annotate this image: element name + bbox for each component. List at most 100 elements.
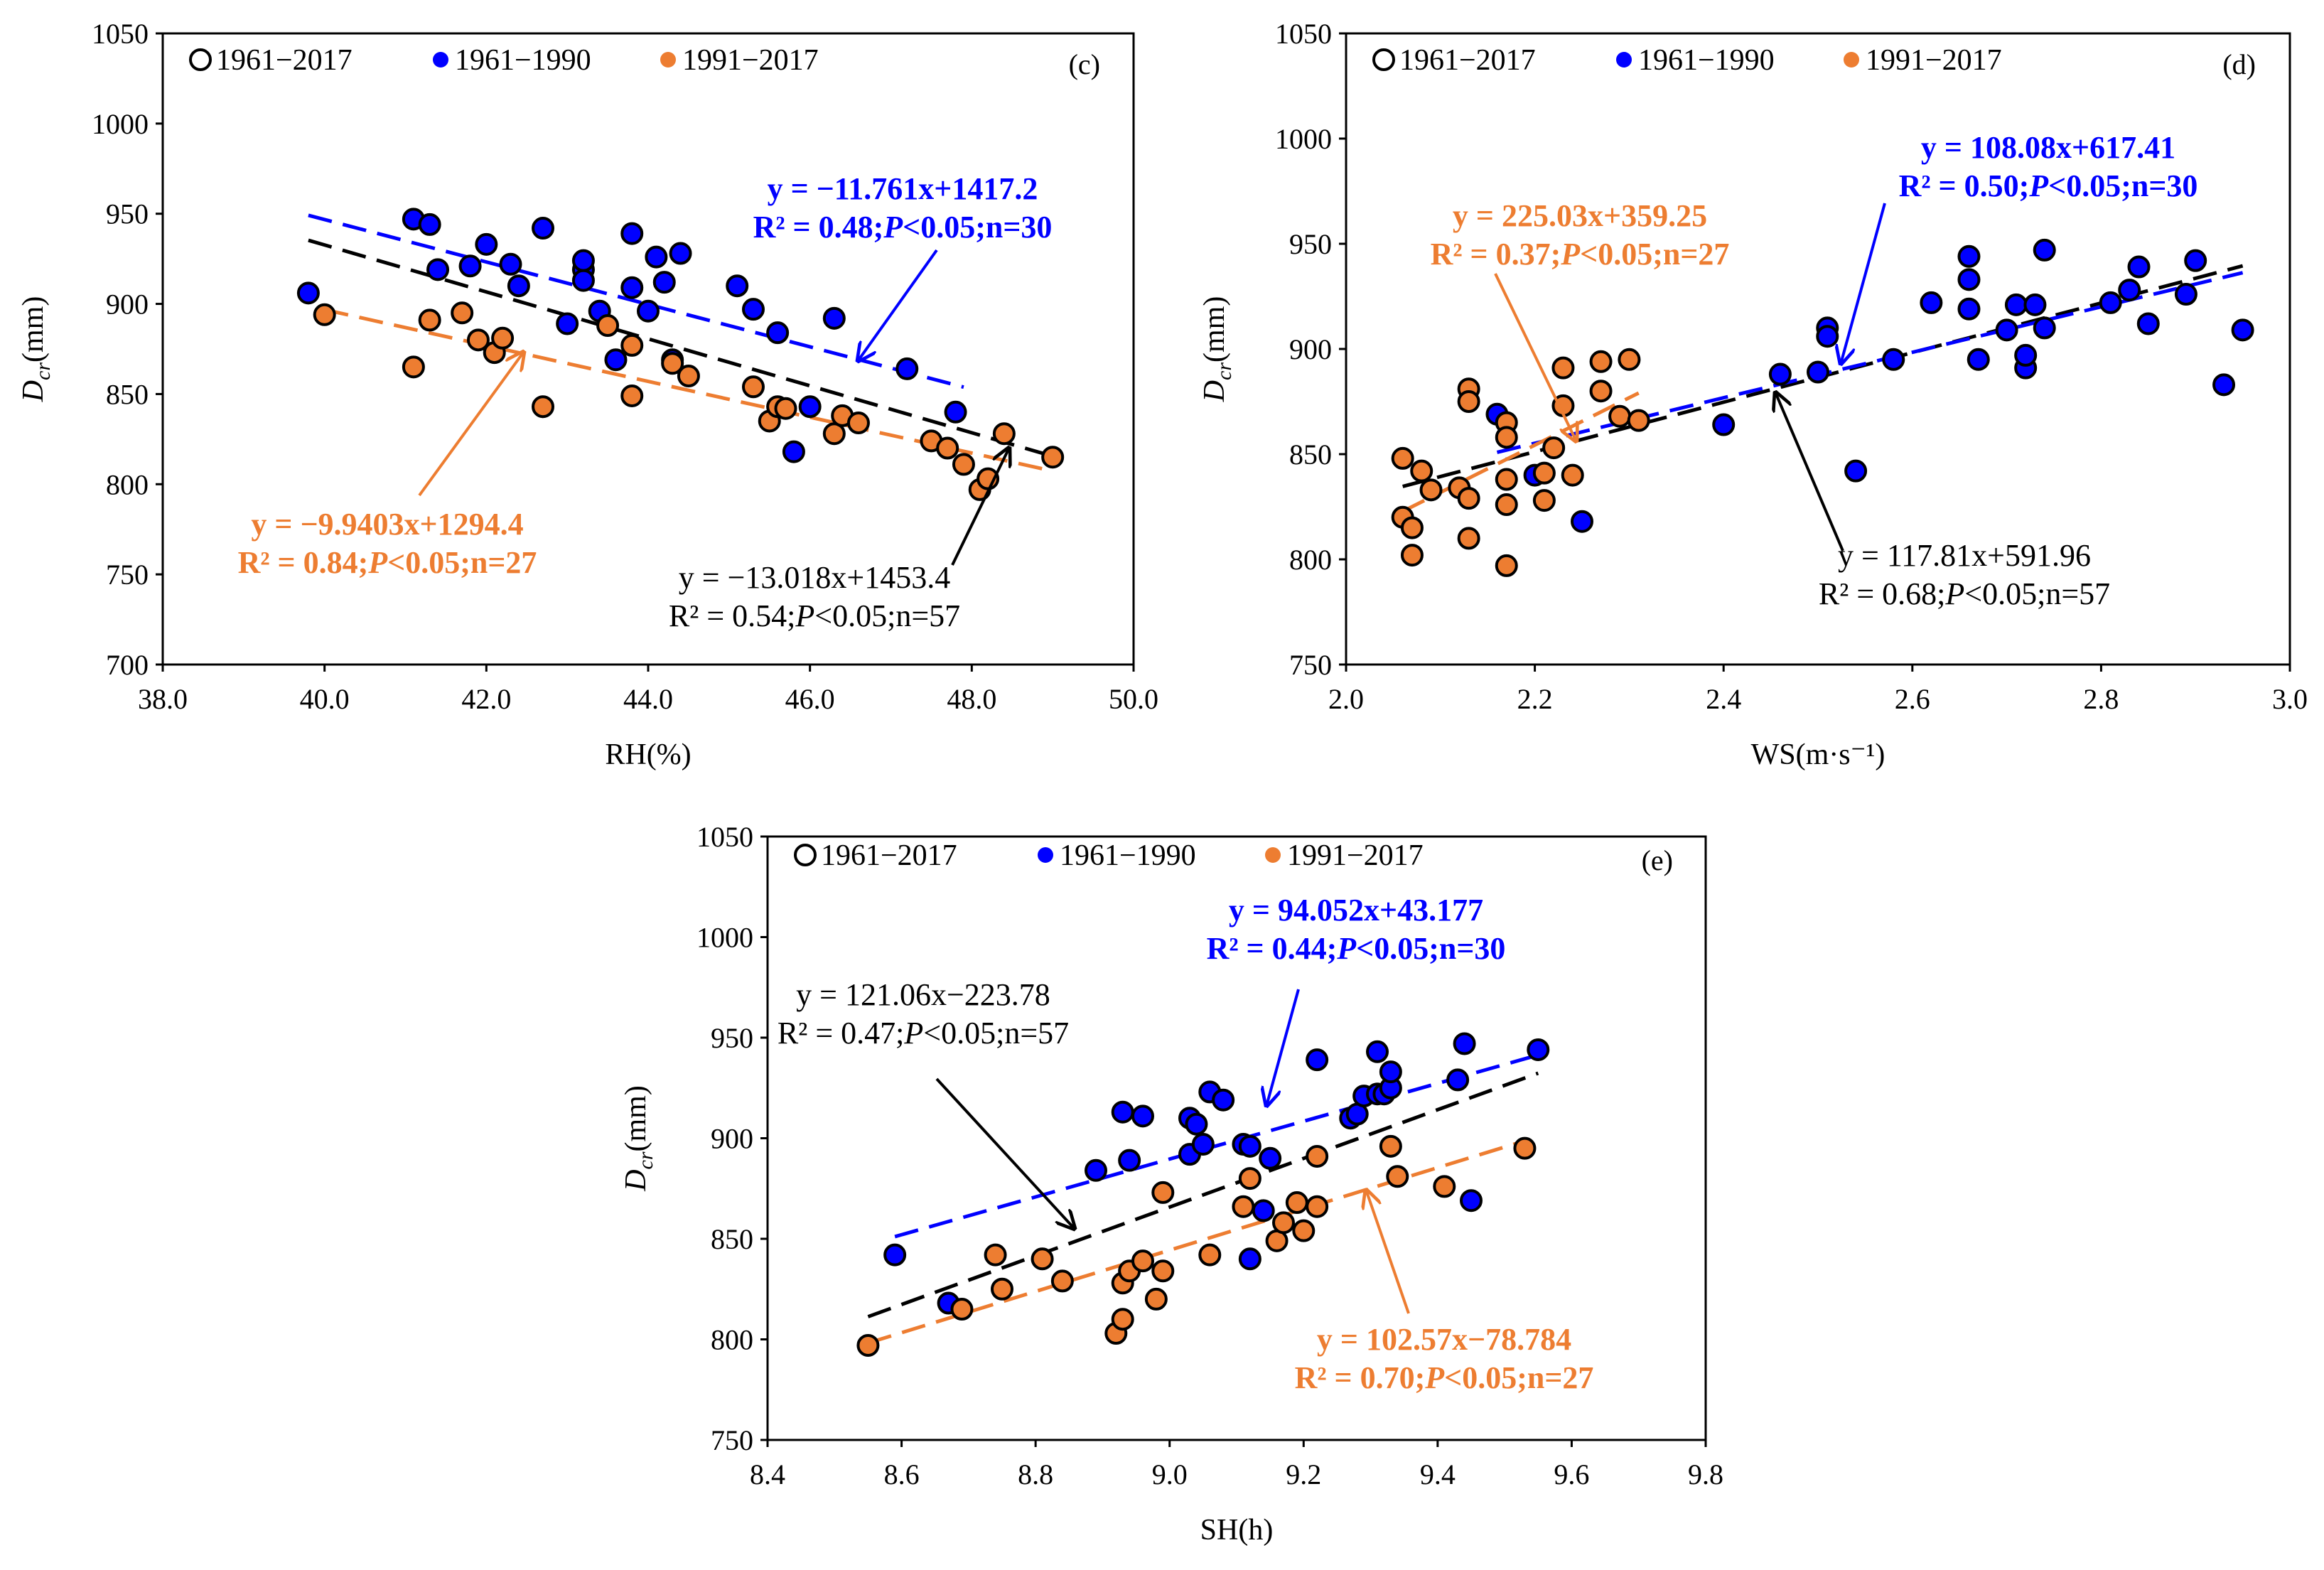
y-tick-label: 750 <box>711 1424 753 1456</box>
y-tick-label: 850 <box>1289 439 1332 471</box>
point-1991-2017 <box>1131 1249 1154 1273</box>
x-tick-label: 9.0 <box>1152 1458 1188 1490</box>
point-1961-1990 <box>2118 279 2141 302</box>
legend-label-p2: 1991−2017 <box>1287 839 1424 872</box>
y-tick-label: 750 <box>106 559 149 591</box>
point-1991-2017 <box>1232 1195 1255 1218</box>
x-tick-label: 44.0 <box>623 683 673 715</box>
annotation-arrow-p2 <box>1494 273 1576 441</box>
annotation-equation-p1: y = 94.052x+43.177 <box>1229 893 1483 928</box>
point-1991-2017 <box>1433 1175 1456 1198</box>
point-1961-1990 <box>2212 373 2236 397</box>
legend-label-all: 1961−2017 <box>1399 44 1536 77</box>
x-tick-label: 48.0 <box>947 683 996 715</box>
point-1991-2017 <box>1457 487 1480 510</box>
legend-label-all: 1961−2017 <box>216 44 353 77</box>
point-1961-1990 <box>1238 1134 1261 1158</box>
point-1961-1990 <box>1366 1040 1389 1063</box>
point-1961-1990 <box>637 299 660 323</box>
point-1991-2017 <box>856 1333 880 1357</box>
point-1991-2017 <box>1391 446 1414 470</box>
point-1991-2017 <box>1306 1195 1329 1218</box>
annotation-stats-p2: R² = 0.84;P<0.05;n=27 <box>238 545 537 580</box>
point-1961-1990 <box>1252 1199 1275 1222</box>
legend-marker-all <box>189 48 212 71</box>
annotation-stats-p1: R² = 0.50;P<0.05;n=30 <box>1899 168 2198 203</box>
point-1961-1990 <box>895 357 919 380</box>
point-1991-2017 <box>1627 409 1650 432</box>
point-1961-1990 <box>1967 348 1990 371</box>
annotation-arrow-p2 <box>418 352 524 497</box>
point-1961-1990 <box>571 249 595 272</box>
point-1991-2017 <box>1272 1211 1295 1235</box>
point-1961-1990 <box>426 258 450 281</box>
point-1961-1990 <box>1768 362 1792 386</box>
point-1991-2017 <box>1400 516 1424 539</box>
y-tick-label: 950 <box>106 198 149 230</box>
panel-e: 750 800 850 900 950 1000 1050 8.4 8.6 8.8 9.0 9.2 9.… <box>620 821 1723 1547</box>
y-tick-label: 800 <box>711 1324 753 1356</box>
x-tick-label: 9.8 <box>1688 1458 1723 1490</box>
point-1991-2017 <box>1410 459 1433 483</box>
x-axis-label: RH(%) <box>605 738 691 771</box>
point-1961-1990 <box>822 306 846 330</box>
point-1961-1990 <box>2033 316 2056 340</box>
point-1961-1990 <box>2184 249 2207 272</box>
point-1991-2017 <box>1379 1134 1402 1158</box>
legend-label-p1: 1961−1990 <box>1638 44 1775 77</box>
point-1991-2017 <box>1050 1269 1074 1293</box>
trendline-p1 <box>894 1053 1539 1239</box>
x-tick-label: 8.6 <box>884 1458 920 1490</box>
point-1961-1990 <box>782 440 805 463</box>
point-1991-2017 <box>620 333 644 357</box>
trendline-all <box>867 1071 1539 1318</box>
legend: 1961−2017 1961−1990 1991−2017 <box>794 839 1424 872</box>
y-tick-label: 1050 <box>1275 18 1332 50</box>
point-1961-1990 <box>1118 1149 1141 1172</box>
point-1961-1990 <box>1882 348 1905 371</box>
annotation-arrow-all <box>1775 392 1844 552</box>
point-1991-2017 <box>1111 1308 1134 1331</box>
legend: 1961−2017 1961−1990 1991−2017 <box>1372 44 2002 77</box>
annotation-stats-p2: R² = 0.70;P<0.05;n=27 <box>1295 1360 1594 1395</box>
point-1961-1990 <box>1920 291 1943 314</box>
legend-marker-all <box>1372 48 1395 71</box>
panel-label: (d) <box>2222 48 2256 80</box>
y-tick-label: 900 <box>106 289 149 321</box>
point-1991-2017 <box>1457 390 1480 413</box>
y-axis-label: Dcr(mm) <box>17 296 55 403</box>
annotation-arrow-all <box>935 1077 1075 1229</box>
point-1991-2017 <box>1532 461 1556 485</box>
point-1991-2017 <box>1495 493 1518 517</box>
point-1961-1990 <box>944 400 967 424</box>
point-1991-2017 <box>822 422 846 446</box>
point-1961-1990 <box>1807 360 1829 384</box>
y-tick-label: 950 <box>711 1022 753 1054</box>
point-1991-2017 <box>466 328 490 352</box>
annotation-equation-p1: y = −11.761x+1417.2 <box>768 171 1038 206</box>
point-1961-1990 <box>766 321 790 345</box>
point-1961-1990 <box>2231 318 2254 342</box>
y-tick-label: 800 <box>1289 544 1332 576</box>
point-1961-1990 <box>1527 1038 1550 1061</box>
point-1961-1990 <box>1212 1088 1235 1112</box>
point-1991-2017 <box>402 355 425 379</box>
annotation-stats-p1: R² = 0.44;P<0.05;n=30 <box>1207 931 1506 966</box>
legend-label-all: 1961−2017 <box>821 839 957 872</box>
legend: 1961−2017 1961−1990 1991−2017 <box>189 44 819 77</box>
point-1991-2017 <box>1495 468 1518 491</box>
point-1961-1990 <box>571 269 595 292</box>
legend-marker-p1 <box>1038 847 1053 863</box>
point-1961-1990 <box>475 232 498 256</box>
y-tick-label: 950 <box>1289 228 1332 260</box>
y-tick-label: 1050 <box>696 821 753 853</box>
annotation-stats-p2: R² = 0.37;P<0.05;n=27 <box>1431 237 1730 271</box>
point-1991-2017 <box>1618 348 1641 371</box>
point-1961-1990 <box>1238 1247 1261 1271</box>
legend-marker-p2 <box>1265 847 1281 863</box>
point-1991-2017 <box>952 453 975 476</box>
point-1991-2017 <box>418 308 441 332</box>
point-1961-1990 <box>620 276 644 299</box>
point-1961-1990 <box>1995 318 2018 342</box>
